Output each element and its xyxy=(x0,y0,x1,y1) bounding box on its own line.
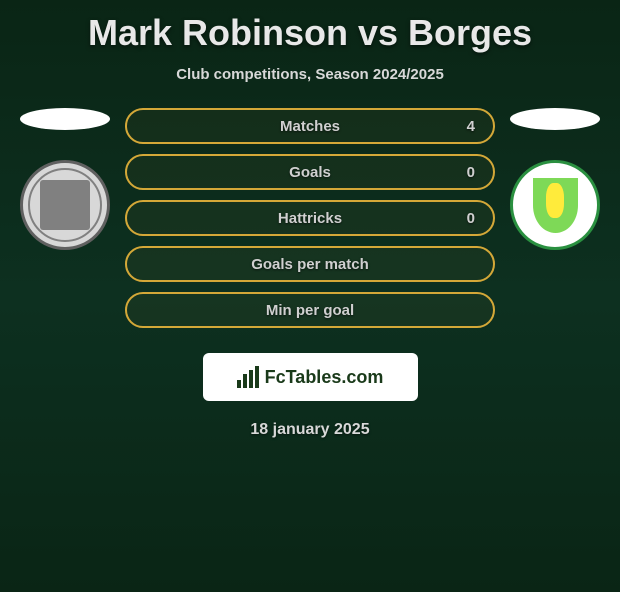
date-label: 18 january 2025 xyxy=(0,421,620,439)
left-player-column xyxy=(15,108,115,338)
right-player-column xyxy=(505,108,605,338)
stat-row-min-per-goal: Min per goal xyxy=(125,292,495,328)
subtitle: Club competitions, Season 2024/2025 xyxy=(0,66,620,83)
stat-label: Hattricks xyxy=(278,210,342,227)
stat-row-goals-per-match: Goals per match xyxy=(125,246,495,282)
fctables-logo: FcTables.com xyxy=(203,353,418,401)
stat-value-right: 0 xyxy=(467,210,475,227)
page-title: Mark Robinson vs Borges xyxy=(0,12,620,54)
stat-label: Min per goal xyxy=(266,302,354,319)
stats-column: Matches 4 Goals 0 Hattricks 0 Goals per … xyxy=(115,108,505,338)
stat-value-right: 4 xyxy=(467,118,475,135)
right-player-ellipse xyxy=(510,108,600,130)
logo-text: FcTables.com xyxy=(265,367,384,388)
gateshead-icon xyxy=(40,180,90,230)
main-content: Matches 4 Goals 0 Hattricks 0 Goals per … xyxy=(0,108,620,338)
stat-row-matches: Matches 4 xyxy=(125,108,495,144)
stat-label: Goals per match xyxy=(251,256,369,273)
stat-value-right: 0 xyxy=(467,164,475,181)
yeovil-icon xyxy=(533,178,578,233)
stat-row-goals: Goals 0 xyxy=(125,154,495,190)
stat-label: Goals xyxy=(289,164,331,181)
right-club-badge xyxy=(510,160,600,250)
stat-label: Matches xyxy=(280,118,340,135)
left-club-badge xyxy=(20,160,110,250)
left-player-ellipse xyxy=(20,108,110,130)
chart-icon xyxy=(237,366,259,388)
stat-row-hattricks: Hattricks 0 xyxy=(125,200,495,236)
